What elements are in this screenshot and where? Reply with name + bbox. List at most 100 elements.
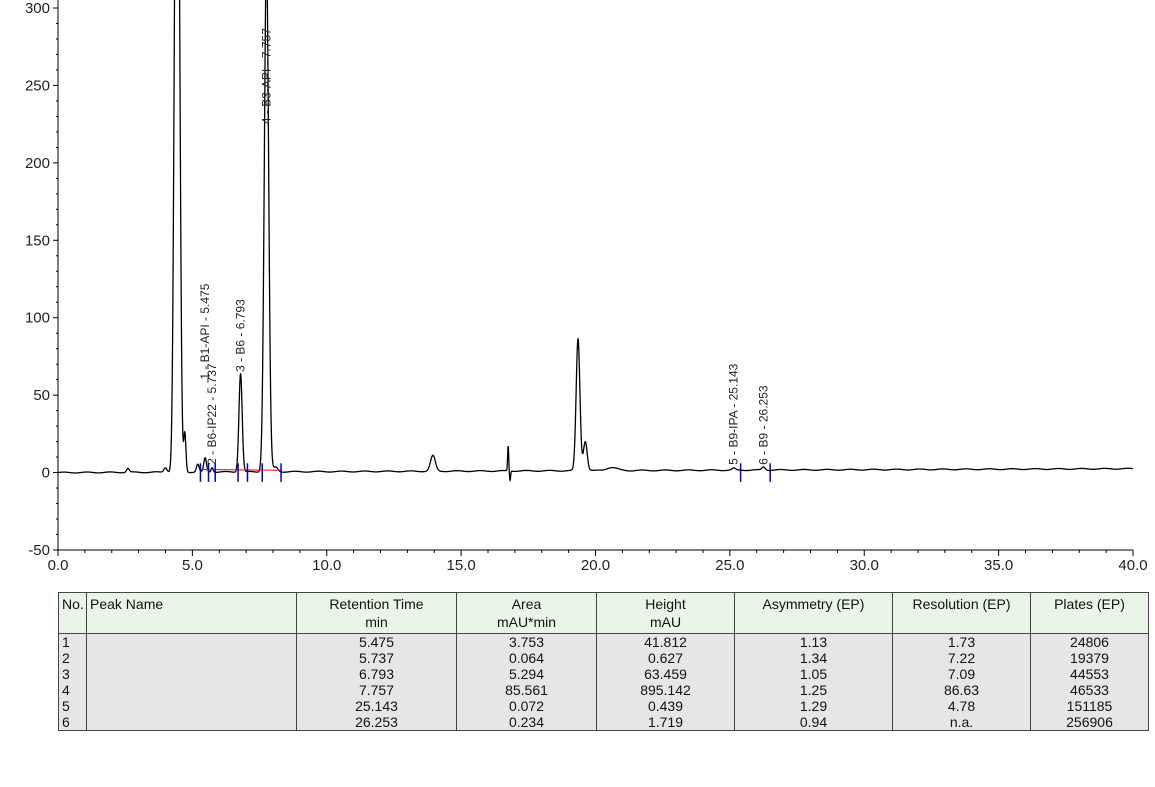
y-axis: -50 0 50 100 150 200 250 300	[25, 0, 58, 559]
peak-label: 3 - B6 - 6.793	[234, 299, 248, 372]
table-cell: 1.719	[597, 714, 735, 731]
table-cell: 1.13	[735, 634, 893, 651]
column-header-label: Area	[460, 595, 593, 613]
table-cell	[87, 682, 297, 698]
table-cell: 0.234	[457, 714, 597, 731]
table-row: 3 6.793 5.294 63.459 1.05 7.09 44553	[59, 666, 1149, 682]
table-cell: 19379	[1031, 650, 1149, 666]
table-cell: 3	[59, 666, 87, 682]
table-cell: 7.09	[893, 666, 1031, 682]
column-header-label: Retention Time	[300, 595, 453, 613]
table-cell: 63.459	[597, 666, 735, 682]
column-header: Asymmetry (EP)	[735, 593, 893, 634]
table-cell: 1.29	[735, 698, 893, 714]
y-tick-label: 150	[25, 232, 50, 249]
column-header: Height mAU	[597, 593, 735, 634]
column-header-unit: min	[300, 613, 453, 631]
table-cell: 25.143	[297, 698, 457, 714]
x-tick-label: 10.0	[312, 557, 341, 574]
table-cell: 44553	[1031, 666, 1149, 682]
table-cell: 256906	[1031, 714, 1149, 731]
table-cell: 5.475	[297, 634, 457, 651]
table-cell: 46533	[1031, 682, 1149, 698]
x-tick-label: 30.0	[850, 557, 879, 574]
column-header: Retention Time min	[297, 593, 457, 634]
column-header-unit: mAU	[600, 613, 731, 631]
column-header: Area mAU*min	[457, 593, 597, 634]
signal-trace-group	[58, 0, 1133, 480]
table-cell	[87, 714, 297, 731]
y-tick-label: 100	[25, 310, 50, 327]
column-header-label: No.	[62, 595, 83, 613]
column-header-label: Asymmetry (EP)	[738, 595, 889, 613]
table-cell: 5.737	[297, 650, 457, 666]
table-cell: 0.064	[457, 650, 597, 666]
y-tick-label: 200	[25, 155, 50, 172]
table-cell: 1.34	[735, 650, 893, 666]
x-tick-label: 15.0	[447, 557, 476, 574]
integration-baseline	[200, 469, 281, 470]
table-cell: 0.94	[735, 714, 893, 731]
x-tick-label: 20.0	[581, 557, 610, 574]
table-cell	[87, 666, 297, 682]
table-cell: 24806	[1031, 634, 1149, 651]
table-cell: 0.439	[597, 698, 735, 714]
y-tick-label: 0	[42, 465, 50, 482]
table-cell: 4	[59, 682, 87, 698]
column-header-label: Height	[600, 595, 731, 613]
peak-label: 6 - B9 - 26.253	[757, 385, 771, 465]
x-tick-label: 5.0	[182, 557, 203, 574]
column-header-label: Resolution (EP)	[896, 595, 1027, 613]
table-cell: 7.22	[893, 650, 1031, 666]
table-row: 5 25.143 0.072 0.439 1.29 4.78 151185	[59, 698, 1149, 714]
table-cell: 4.78	[893, 698, 1031, 714]
column-header-label: Plates (EP)	[1034, 595, 1145, 613]
peak-label: 5 - B9-IPA - 25.143	[727, 363, 741, 464]
y-tick-label: 50	[33, 387, 50, 404]
table-cell: 0.072	[457, 698, 597, 714]
y-tick-label: 250	[25, 77, 50, 94]
table-cell: 1.73	[893, 634, 1031, 651]
table-cell: 86.63	[893, 682, 1031, 698]
peak-label: 4 - B3-API - 7.757	[259, 28, 273, 124]
table-cell: 6.793	[297, 666, 457, 682]
table-cell: 26.253	[297, 714, 457, 731]
column-header-unit: mAU*min	[460, 613, 593, 631]
table-row: 4 7.757 85.561 895.142 1.25 86.63 46533	[59, 682, 1149, 698]
table-cell: 1.05	[735, 666, 893, 682]
table-row: 1 5.475 3.753 41.812 1.13 1.73 24806	[59, 634, 1149, 651]
table-row: 6 26.253 0.234 1.719 0.94 n.a. 256906	[59, 714, 1149, 731]
table-cell	[87, 698, 297, 714]
table-body: 1 5.475 3.753 41.812 1.13 1.73 24806 2 5.737 0.06…	[59, 634, 1149, 731]
y-tick-label: 300	[25, 0, 50, 17]
x-tick-label: 0.0	[48, 557, 69, 574]
peak-label: 2 - B6-IP22 - 5.737	[205, 363, 219, 465]
signal-trace	[58, 0, 1133, 480]
table-cell: 895.142	[597, 682, 735, 698]
table-cell: 6	[59, 714, 87, 731]
chromatogram-chart: -50 0 50 100 150 200 250 300 0.0 5.0 10.0 15.0 20.0…	[0, 0, 1155, 590]
column-header: Peak Name	[87, 593, 297, 634]
table-cell: 2	[59, 650, 87, 666]
x-tick-label: 40.0	[1118, 557, 1147, 574]
table-cell: 1.25	[735, 682, 893, 698]
table-cell: 7.757	[297, 682, 457, 698]
table-cell: 5	[59, 698, 87, 714]
column-header: Resolution (EP)	[893, 593, 1031, 634]
x-axis: 0.0 5.0 10.0 15.0 20.0 25.0 30.0 35.0 40.0	[48, 550, 1148, 574]
table-row: 2 5.737 0.064 0.627 1.34 7.22 19379	[59, 650, 1149, 666]
table-cell: n.a.	[893, 714, 1031, 731]
table-cell: 1	[59, 634, 87, 651]
table-header-row: No. Peak Name Retention Time min Area mAU*min…	[59, 593, 1149, 634]
table-cell: 151185	[1031, 698, 1149, 714]
table-cell: 5.294	[457, 666, 597, 682]
table-cell: 0.627	[597, 650, 735, 666]
peak-results-table: No. Peak Name Retention Time min Area mAU*min…	[58, 592, 1149, 731]
column-header-label: Peak Name	[90, 595, 293, 613]
table-cell: 3.753	[457, 634, 597, 651]
table-cell: 41.812	[597, 634, 735, 651]
x-tick-label: 25.0	[715, 557, 744, 574]
column-header: Plates (EP)	[1031, 593, 1149, 634]
table-header: No. Peak Name Retention Time min Area mAU*min…	[59, 593, 1149, 634]
